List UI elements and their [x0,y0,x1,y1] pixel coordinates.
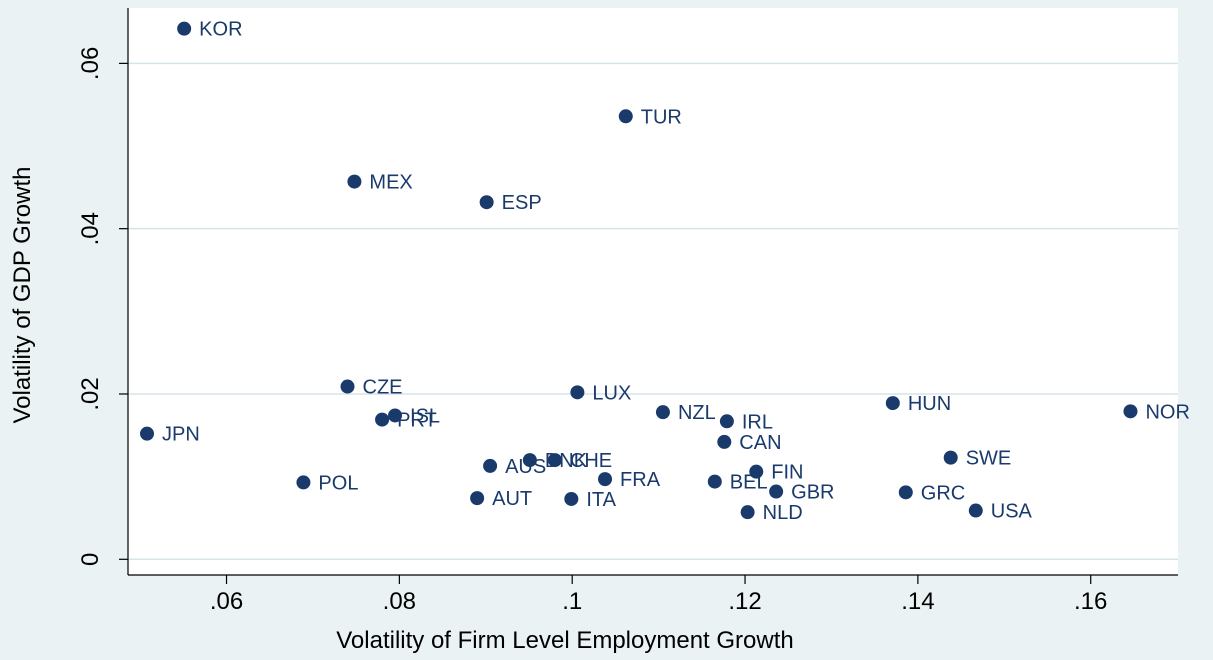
point [347,174,362,189]
point [296,475,311,490]
point-label: NLD [763,502,803,524]
y-tick-label: .06 [77,47,104,80]
point [719,414,734,429]
point [1123,404,1138,419]
point [340,379,355,394]
point [885,396,900,411]
point [707,474,722,489]
point [769,484,784,499]
point [522,453,537,468]
point [177,21,192,36]
point [749,464,764,479]
point-label: FIN [771,462,803,484]
point-label: ESP [502,192,542,214]
point-label: CZE [363,377,403,399]
point [655,405,670,420]
point-label: BEL [730,472,768,494]
point [570,385,585,400]
x-tick-label: .16 [1074,588,1107,615]
point [943,450,958,465]
x-tick-label: .12 [728,588,761,615]
point-label: HUN [908,393,951,415]
point [740,505,755,520]
point [483,458,498,473]
y-axis-title: Volatility of GDP Growth [9,167,36,424]
point-label: SWE [966,448,1012,470]
point-label: LUX [592,382,631,404]
x-tick-label: .14 [901,588,934,615]
point-label: USA [991,501,1033,523]
point-label: NOR [1145,401,1189,423]
point-label: IRL [742,411,773,433]
point [898,485,913,500]
point-label: AUS [505,456,546,478]
point [470,491,485,506]
point-label: POL [318,472,358,494]
point [564,491,579,506]
point-label: GRC [921,482,965,504]
point [479,195,494,210]
point-label: NZL [678,402,716,424]
point-label: CAN [739,432,781,454]
point-label: CHE [570,450,612,472]
point-label: KOR [199,19,242,41]
point-label: GBR [791,482,834,504]
x-tick-label: .08 [383,588,416,615]
point [717,434,732,449]
point-label: TUR [641,106,682,128]
y-tick-label: .04 [77,212,104,245]
x-tick-label: .1 [562,588,582,615]
point-label: AUT [492,488,532,510]
point [388,408,403,423]
point [375,412,390,427]
point [598,472,613,487]
point-label: MEX [369,172,412,194]
point [618,109,633,124]
point [547,453,562,468]
x-tick-label: .06 [210,588,243,615]
point-label: ITA [586,489,616,511]
point-label: FRA [620,469,661,491]
y-tick-label: .02 [77,377,104,410]
point-label: JPN [162,424,200,446]
point [968,503,983,518]
point-label: ISL [410,405,440,427]
x-axis-title: Volatility of Firm Level Employment Grow… [336,627,794,654]
point-label: PRT [397,410,437,432]
point [140,426,155,441]
y-tick-label: 0 [77,553,104,566]
